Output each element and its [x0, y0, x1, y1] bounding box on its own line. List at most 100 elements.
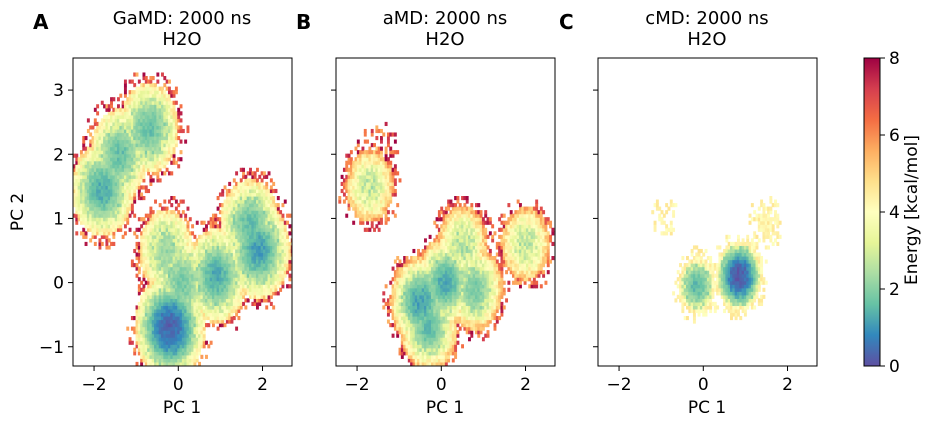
heatmap-cell	[142, 273, 146, 278]
heatmap-cell	[149, 248, 153, 254]
heatmap-cell	[407, 354, 411, 359]
heatmap-cell	[161, 280, 164, 285]
heatmap-cell	[366, 199, 370, 204]
heatmap-cell	[105, 234, 109, 239]
heatmap-cell	[267, 206, 271, 211]
heatmap-cell	[142, 146, 146, 151]
heatmap-cell	[170, 234, 174, 239]
heatmap-cell	[361, 171, 365, 176]
heatmap-cell	[198, 330, 201, 335]
heatmap-cell	[107, 125, 111, 130]
heatmap-cell	[147, 90, 151, 95]
heatmap-cell	[147, 294, 151, 299]
heatmap-cell	[107, 107, 111, 112]
heatmap-cell	[384, 199, 388, 204]
heatmap-cell	[269, 234, 273, 239]
heatmap-cell	[135, 111, 139, 116]
heatmap-cell	[105, 139, 109, 144]
heatmap-cell	[130, 203, 134, 208]
heatmap-cell	[142, 164, 146, 169]
heatmap-cell	[352, 192, 356, 197]
heatmap-cell	[165, 361, 169, 366]
heatmap-cell	[359, 206, 363, 211]
heatmap-cell	[377, 199, 381, 204]
heatmap-cell	[347, 203, 351, 208]
heatmap-cell	[202, 326, 206, 331]
heatmap-cell	[366, 217, 370, 222]
heatmap-cell	[342, 199, 346, 204]
heatmap-cell	[421, 277, 425, 282]
heatmap-cell	[84, 150, 88, 155]
heatmap-cell	[186, 248, 190, 254]
heatmap-cell	[237, 280, 241, 285]
heatmap-cell	[151, 114, 155, 119]
heatmap-cell	[195, 284, 199, 289]
heatmap-cell	[105, 220, 109, 225]
heatmap-cell	[128, 139, 132, 144]
heatmap-cell	[191, 245, 195, 250]
heatmap-cell	[82, 174, 86, 179]
heatmap-cell	[239, 252, 243, 257]
heatmap-cell	[114, 181, 118, 187]
heatmap-cell	[288, 245, 292, 250]
heatmap-cell	[419, 263, 423, 268]
heatmap-cell	[228, 248, 232, 254]
heatmap-cell	[410, 344, 414, 349]
heatmap-cell	[181, 294, 185, 299]
heatmap-cell	[117, 167, 120, 172]
heatmap-cell	[181, 319, 185, 324]
heatmap-cell	[218, 273, 222, 278]
heatmap-cell	[417, 266, 420, 271]
heatmap-cell	[230, 284, 234, 289]
heatmap-cell	[170, 104, 174, 109]
heatmap-cell	[290, 227, 292, 232]
heatmap-cell	[161, 273, 164, 278]
heatmap-cell	[172, 351, 176, 356]
heatmap-cell	[165, 333, 169, 338]
heatmap-cell	[172, 241, 176, 247]
heatmap-cell	[223, 256, 227, 261]
heatmap-cell	[419, 266, 423, 271]
heatmap-cell	[419, 358, 423, 363]
heatmap-cell	[174, 333, 178, 338]
heatmap-cell	[184, 326, 188, 331]
heatmap-cell	[249, 188, 252, 194]
heatmap-cell	[177, 157, 181, 162]
heatmap-cell	[419, 323, 423, 328]
heatmap-cell	[225, 266, 229, 271]
heatmap-cell	[163, 333, 167, 338]
heatmap-cell	[440, 305, 444, 310]
heatmap-cell	[207, 238, 211, 243]
heatmap-cell	[361, 181, 365, 187]
heatmap-cell	[221, 231, 225, 236]
heatmap-cell	[158, 157, 162, 162]
heatmap-cell	[433, 294, 437, 299]
heatmap-cell	[184, 354, 188, 359]
heatmap-cell	[112, 220, 116, 225]
heatmap-cell	[225, 298, 229, 303]
heatmap-cell	[396, 273, 400, 278]
heatmap-cell	[426, 319, 430, 324]
heatmap-cell	[165, 231, 169, 236]
heatmap-cell	[412, 266, 416, 271]
heatmap-cell	[249, 234, 252, 239]
heatmap-cell	[424, 305, 427, 310]
heatmap-cell	[161, 171, 164, 176]
heatmap-cell	[195, 330, 199, 335]
heatmap-cell	[216, 231, 220, 236]
heatmap-cell	[426, 248, 430, 254]
heatmap-cell	[430, 245, 434, 250]
heatmap-cell	[193, 252, 197, 257]
heatmap-cell	[221, 315, 225, 321]
heatmap-cell	[405, 284, 409, 289]
heatmap-cell	[403, 294, 407, 299]
heatmap-cell	[262, 287, 266, 292]
heatmap-cell	[246, 277, 250, 282]
heatmap-cell	[274, 245, 278, 250]
heatmap-cell	[228, 252, 232, 257]
heatmap-cell	[382, 305, 386, 310]
heatmap-cell	[75, 196, 79, 201]
heatmap-cell	[75, 213, 79, 218]
heatmap-cell	[151, 139, 155, 144]
heatmap-cell	[158, 132, 162, 137]
